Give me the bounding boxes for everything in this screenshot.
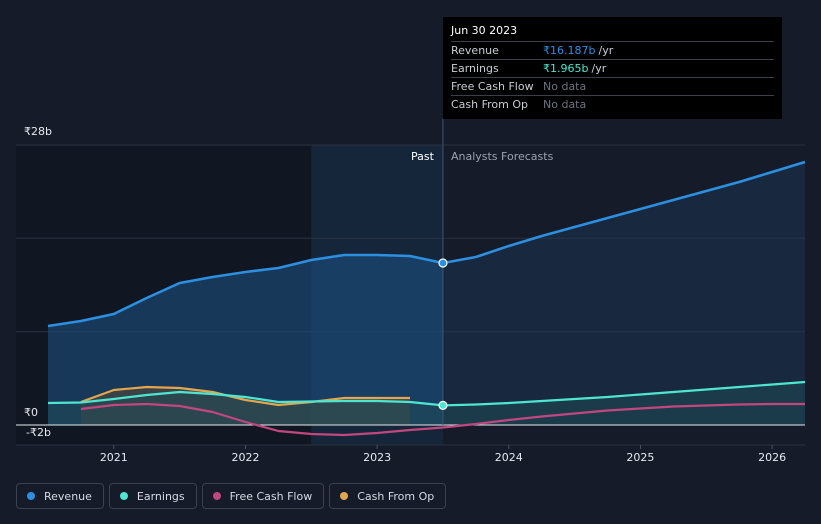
legend-label: Revenue (44, 489, 92, 503)
legend-label: Free Cash Flow (229, 489, 313, 503)
free-cash-flow-line (80, 402, 805, 437)
tooltip-row-revenue: Revenue ₹16.187b /yr (451, 41, 774, 59)
tooltip-unit: /yr (598, 44, 614, 57)
legend-dot-icon (119, 492, 128, 500)
cash-from-op-line (80, 385, 410, 407)
tooltip-unit: /yr (591, 62, 607, 75)
legend-label: Earnings (136, 489, 185, 503)
tooltip-value: ₹1.965b (543, 62, 589, 75)
legend-dot-icon (212, 492, 221, 500)
revenue-line (47, 160, 806, 328)
legend-item-cash-from-op[interactable]: Cash From Op (329, 483, 447, 509)
x-tick-label: 2024 (495, 451, 523, 464)
chart: Past Analysts Forecasts ₹28b ₹0 -₹2b 2021 2022… (16, 118, 806, 464)
legend-item-free-cash-flow[interactable]: Free Cash Flow (201, 483, 325, 509)
legend-item-revenue[interactable]: Revenue (16, 483, 104, 509)
tooltip-row-earnings: Earnings ₹1.965b /yr (451, 59, 774, 77)
revenue-area-forecast (443, 162, 805, 425)
tooltip-value: No data (543, 98, 587, 111)
y-tick-label: ₹0 (24, 406, 38, 419)
tooltip-row-free-cash-flow: Free Cash Flow No data (451, 77, 774, 95)
x-tick-label: 2021 (100, 451, 128, 464)
revenue-marker (438, 258, 448, 268)
revenue-area-past (48, 255, 443, 425)
earnings-area (48, 382, 805, 425)
tooltip-label: Earnings (451, 62, 499, 75)
legend: Revenue Earnings Free Cash Flow Cash Fro… (16, 483, 447, 509)
tooltip-label: Revenue (451, 44, 499, 57)
tooltip-value: No data (543, 80, 587, 93)
legend-dot-icon (340, 492, 349, 500)
x-tick-label: 2025 (626, 451, 654, 464)
tooltip-label: Free Cash Flow (451, 80, 534, 93)
legend-label: Cash From Op (357, 489, 435, 503)
tooltip-label: Cash From Op (451, 98, 529, 111)
earnings-line (47, 380, 806, 407)
y-tick-label: -₹2b (26, 426, 51, 439)
tooltip: Jun 30 2023 Revenue ₹16.187b /yr Earning… (443, 17, 782, 119)
tooltip-date: Jun 30 2023 (451, 24, 518, 37)
x-tick-label: 2023 (363, 451, 391, 464)
x-tick-label: 2022 (231, 451, 259, 464)
legend-item-earnings[interactable]: Earnings (108, 483, 197, 509)
past-label: Past (411, 150, 435, 163)
x-tick-label: 2026 (758, 451, 786, 464)
tooltip-value: ₹16.187b (543, 44, 596, 57)
forecast-label: Analysts Forecasts (451, 150, 554, 163)
legend-dot-icon (27, 492, 35, 500)
y-tick-label: ₹28b (24, 125, 52, 138)
earnings-marker (438, 400, 448, 410)
tooltip-row-cash-from-op: Cash From Op No data (451, 95, 774, 113)
